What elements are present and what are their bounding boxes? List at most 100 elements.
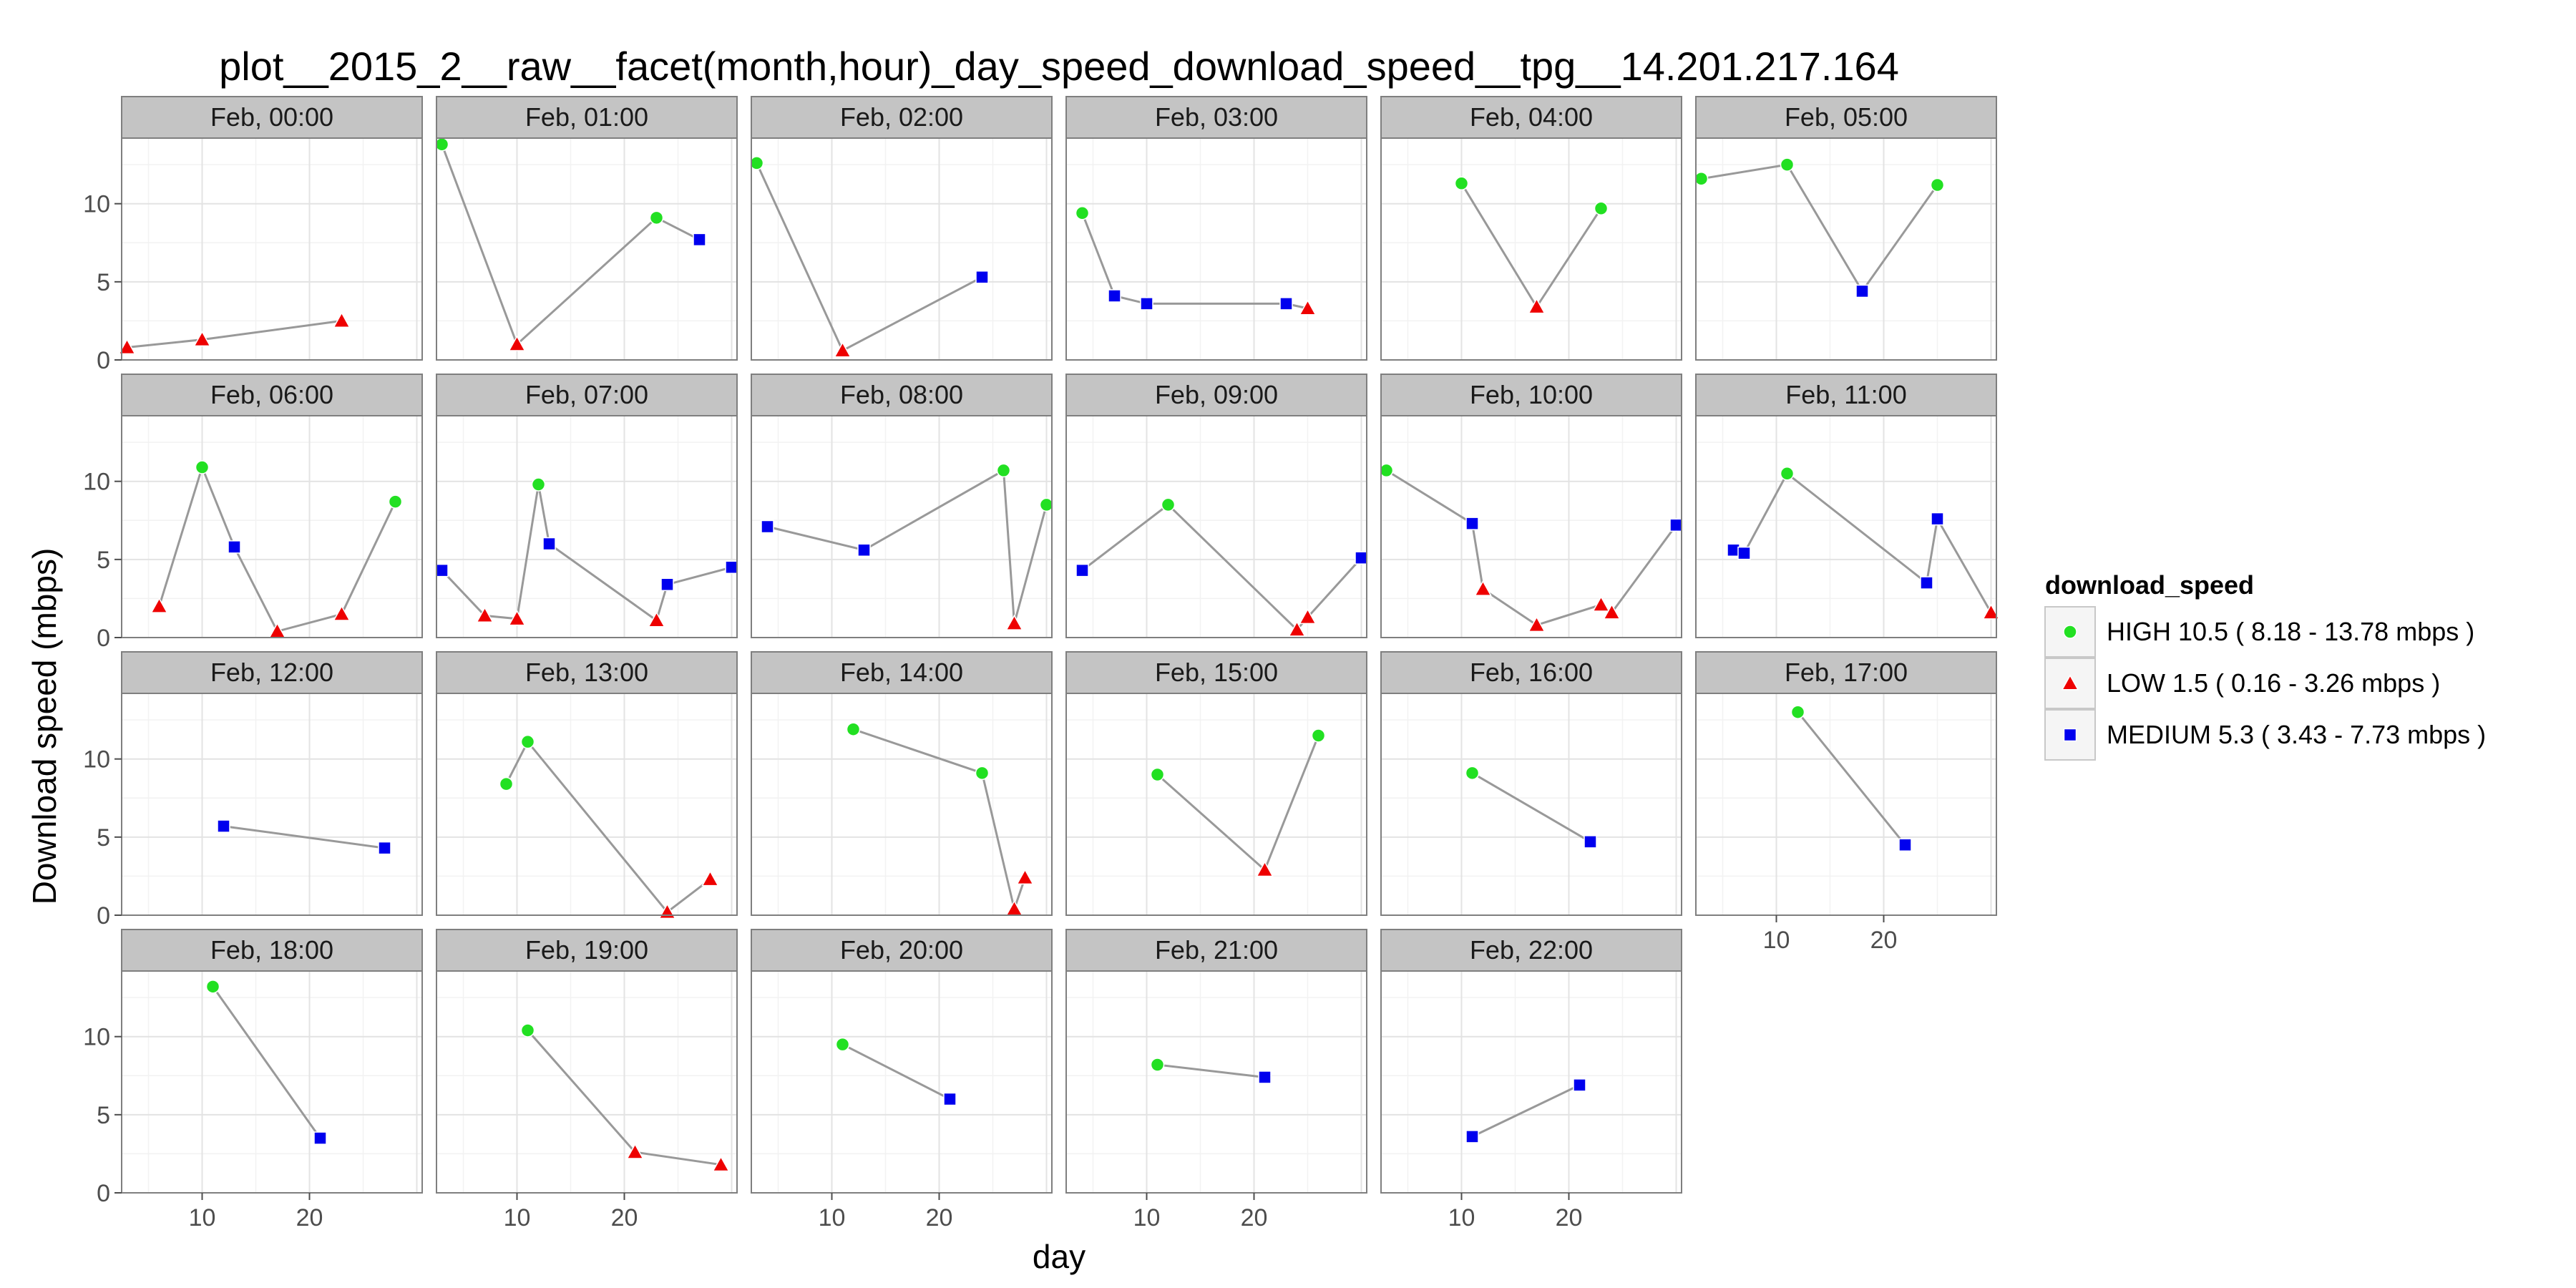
panel-border <box>436 137 738 361</box>
data-point-medium <box>1573 1078 1586 1092</box>
data-point-medium <box>1920 576 1933 590</box>
facet-strip-label: Feb, 00:00 <box>210 102 333 132</box>
x-tick-label: 20 <box>926 1204 953 1231</box>
facet-strip-label: Feb, 12:00 <box>210 658 333 687</box>
data-point-low <box>150 597 168 613</box>
legend-marker <box>2061 674 2079 691</box>
x-axis-title: day <box>1033 1238 1085 1275</box>
y-tick-label: 5 <box>97 269 110 296</box>
legend-marker <box>2063 625 2077 639</box>
facet-strip <box>436 374 738 416</box>
data-point-low <box>1592 595 1610 612</box>
data-point-low <box>1005 614 1023 630</box>
y-tick-label: 0 <box>97 1180 110 1207</box>
panel-border <box>1380 693 1682 916</box>
x-tick-label: 10 <box>819 1204 846 1231</box>
data-point-high <box>1150 767 1165 782</box>
panel-background <box>1066 971 1367 1193</box>
x-tick-label: 20 <box>296 1204 323 1231</box>
panel-background <box>751 138 1052 360</box>
facet-panel: Feb, 06:00 0 5 10 <box>83 374 423 652</box>
data-point-high <box>520 734 535 749</box>
data-point-medium <box>1669 518 1683 532</box>
series-line <box>1797 711 1906 846</box>
facet-strip <box>1380 651 1682 694</box>
facet-panel: Feb, 18:00 0 5 10 10 20 <box>83 929 423 1231</box>
data-point-high <box>388 494 403 509</box>
facet-panel: Feb, 08:00 <box>751 374 1054 638</box>
data-point-medium <box>1258 1070 1272 1084</box>
data-point-medium <box>1465 517 1479 530</box>
series-line <box>1471 772 1591 843</box>
panel-border <box>1065 415 1367 638</box>
facet-strip-label: Feb, 22:00 <box>1470 935 1593 965</box>
data-point-low <box>333 605 351 621</box>
data-point-low <box>508 610 526 626</box>
facet-strip <box>121 96 423 139</box>
data-point-high <box>1075 206 1090 220</box>
data-point-medium <box>217 819 230 833</box>
facet-strip <box>1695 96 1997 139</box>
facet-strip-label: Feb, 18:00 <box>210 935 333 965</box>
facet-strip <box>751 374 1053 416</box>
y-tick-label: 10 <box>83 746 110 774</box>
data-point-high <box>531 477 546 492</box>
panel-border <box>121 415 423 638</box>
data-point-high <box>1790 705 1805 719</box>
y-tick-label: 5 <box>97 547 110 574</box>
legend-item: LOW 1.5 ( 0.16 - 3.26 mbps ) <box>2044 658 2440 709</box>
data-point-high <box>1454 176 1469 191</box>
facet-strip <box>121 651 423 694</box>
panel-border <box>1695 137 1997 361</box>
data-point-medium <box>1465 1130 1479 1143</box>
data-point-high <box>499 776 514 791</box>
facet-strip <box>436 651 738 694</box>
facet-strip <box>436 96 738 139</box>
facet-strip <box>751 96 1053 139</box>
data-point-medium <box>1584 835 1597 849</box>
panel-background <box>1066 416 1367 638</box>
panel-border <box>1065 137 1367 361</box>
data-point-low <box>508 335 526 351</box>
y-tick-label: 0 <box>97 625 110 652</box>
y-tick-label: 10 <box>83 469 110 496</box>
legend-marker <box>2063 728 2077 742</box>
data-point-medium <box>693 233 706 247</box>
data-point-low <box>1528 298 1546 314</box>
y-tick-label: 0 <box>97 347 110 374</box>
y-tick-label: 5 <box>97 824 110 852</box>
y-axis-title: Download speed (mbps) <box>26 548 63 905</box>
facet-strip-label: Feb, 13:00 <box>525 658 648 687</box>
data-point-medium <box>761 519 774 534</box>
facet-panel: Feb, 00:00 0 5 10 <box>83 96 423 374</box>
legend-title: download_speed <box>2045 570 2254 600</box>
data-point-high <box>205 980 220 994</box>
facet-strip <box>1380 374 1682 416</box>
facet-strip <box>1065 96 1367 139</box>
panel-background <box>1381 416 1682 638</box>
data-point-high <box>520 1023 535 1038</box>
data-point-medium <box>1898 838 1912 852</box>
data-point-low <box>1603 603 1621 620</box>
legend-label: HIGH 10.5 ( 8.18 - 13.78 mbps ) <box>2107 617 2474 646</box>
data-point-high <box>1694 172 1709 186</box>
data-point-high <box>1465 766 1480 781</box>
panel-border <box>1380 415 1682 638</box>
facet-strip-label: Feb, 08:00 <box>840 380 963 409</box>
facet-strip <box>1065 929 1367 972</box>
panel-background <box>1381 971 1682 1193</box>
facet-panel: Feb, 09:00 <box>1065 374 1368 638</box>
data-point-medium <box>378 841 391 855</box>
data-point-high <box>434 137 449 152</box>
facet-strip <box>1695 374 1997 416</box>
facet-strip-label: Feb, 14:00 <box>840 658 963 687</box>
data-point-medium <box>1855 284 1869 298</box>
data-point-low <box>1288 620 1306 637</box>
panel-border <box>436 970 738 1194</box>
legend-item: HIGH 10.5 ( 8.18 - 13.78 mbps ) <box>2044 606 2474 658</box>
data-point-medium <box>1140 297 1153 311</box>
data-point-high <box>1379 463 1394 478</box>
panel-background <box>1381 693 1682 915</box>
y-tick-label: 0 <box>97 902 110 930</box>
